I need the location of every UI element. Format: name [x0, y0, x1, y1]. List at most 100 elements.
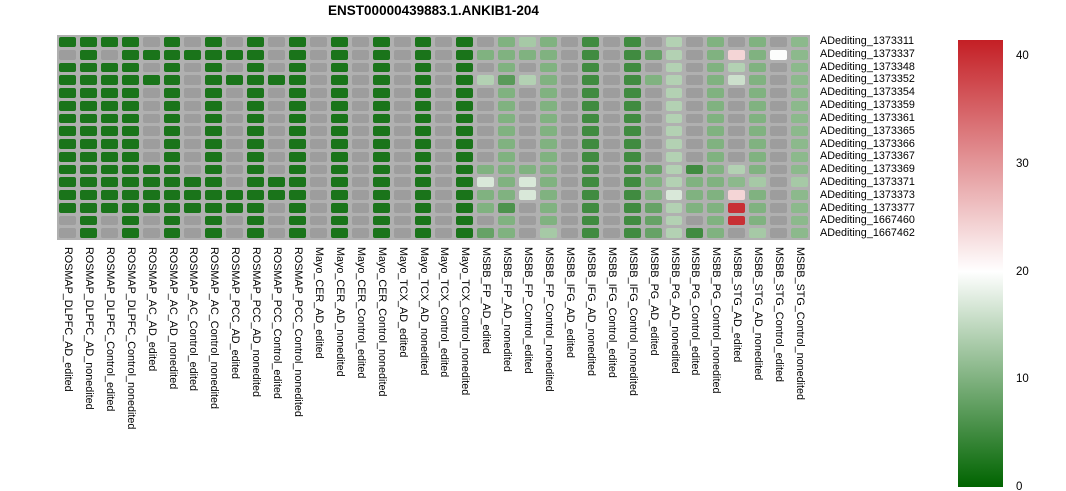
heatmap-cell: [540, 37, 557, 47]
heatmap-cell: [435, 228, 453, 238]
heatmap-cell: [770, 228, 788, 238]
heatmap-cell: [749, 177, 767, 187]
heatmap-cell: [289, 215, 306, 226]
column-label: MSBB_FP_AD_nonedited: [501, 247, 514, 372]
heatmap-cell: [289, 88, 306, 98]
heatmap-cell: [728, 37, 746, 47]
heatmap-cell: [498, 37, 516, 47]
colorbar-tick-label: 20: [1016, 265, 1029, 278]
row-label: ADediting_1373361: [820, 111, 915, 124]
heatmap-cell: [519, 177, 537, 187]
heatmap-cell: [770, 37, 788, 47]
heatmap-cell: [707, 164, 725, 175]
heatmap-cell: [749, 228, 767, 238]
heatmap-cell: [728, 151, 746, 162]
heatmap-cell: [100, 49, 118, 60]
heatmap-cell: [623, 215, 641, 226]
heatmap-cell: [540, 164, 557, 175]
heatmap-cell: [247, 100, 265, 111]
column-label: ROSMAP_PCC_Control_nonedited: [292, 247, 305, 417]
heatmap-cell: [309, 49, 327, 60]
heatmap-cell: [100, 139, 118, 149]
row-label: ADediting_1667460: [820, 214, 915, 227]
heatmap-cell: [435, 139, 453, 149]
heatmap-cell: [59, 177, 76, 187]
heatmap-cell: [560, 75, 578, 85]
heatmap-cell: [247, 113, 265, 124]
heatmap-cell: [59, 100, 76, 111]
heatmap-cell: [686, 126, 704, 136]
heatmap-cell: [665, 88, 683, 98]
heatmap-cell: [414, 215, 432, 226]
heatmap-cell: [79, 228, 97, 238]
colorbar-tick-label: 0: [1016, 481, 1023, 491]
heatmap-cell: [184, 75, 202, 85]
heatmap-cell: [79, 126, 97, 136]
heatmap-cell: [226, 62, 244, 73]
heatmap-cell: [519, 190, 537, 200]
heatmap-cell: [309, 177, 327, 187]
heatmap-cell: [79, 100, 97, 111]
heatmap-cell: [205, 100, 223, 111]
heatmap-cell: [372, 49, 390, 60]
heatmap-cell: [121, 151, 139, 162]
column-label: Mayo_TCX_AD_nonedited: [417, 247, 430, 376]
heatmap-cell: [184, 139, 202, 149]
column-label: Mayo_CER_AD_edited: [312, 247, 325, 359]
heatmap-cell: [351, 49, 369, 60]
heatmap-cell: [686, 139, 704, 149]
heatmap-cell: [351, 126, 369, 136]
heatmap-cell: [330, 228, 348, 238]
heatmap-cell: [728, 228, 746, 238]
heatmap-cell: [728, 139, 746, 149]
heatmap-cell: [707, 139, 725, 149]
heatmap-cell: [247, 75, 265, 85]
heatmap-cell: [142, 100, 160, 111]
heatmap-cell: [351, 228, 369, 238]
heatmap-cell: [456, 164, 474, 175]
column-label: ROSMAP_AC_Control_nonedited: [208, 247, 221, 410]
row-label: ADediting_1373367: [820, 150, 915, 163]
heatmap-cell: [435, 88, 453, 98]
heatmap-cell: [142, 49, 160, 60]
heatmap-cell: [184, 228, 202, 238]
heatmap-cell: [351, 88, 369, 98]
heatmap-cell: [184, 164, 202, 175]
heatmap-cell: [142, 37, 160, 47]
heatmap-cell: [59, 139, 76, 149]
heatmap-cell: [121, 113, 139, 124]
heatmap-cell: [268, 126, 286, 136]
heatmap-cell: [644, 151, 662, 162]
heatmap-cell: [435, 215, 453, 226]
heatmap-cell: [205, 190, 223, 200]
heatmap-cell: [247, 202, 265, 213]
heatmap-cell: [330, 177, 348, 187]
heatmap-cell: [289, 100, 306, 111]
heatmap-cell: [560, 126, 578, 136]
heatmap-cell: [519, 100, 537, 111]
heatmap-cell: [602, 164, 620, 175]
heatmap-cell: [707, 88, 725, 98]
heatmap-cell: [414, 100, 432, 111]
heatmap-cell: [686, 215, 704, 226]
heatmap-cell: [770, 164, 788, 175]
heatmap-cell: [540, 202, 557, 213]
heatmap-cell: [791, 202, 808, 213]
column-label: MSBB_STG_Control_nonedited: [794, 247, 807, 401]
heatmap-cell: [644, 126, 662, 136]
heatmap-cell: [59, 164, 76, 175]
row-label: ADediting_1373377: [820, 201, 915, 214]
column-label: Mayo_TCX_Control_edited: [438, 247, 451, 378]
heatmap-cell: [749, 75, 767, 85]
column-label: MSBB_STG_Control_edited: [773, 247, 786, 383]
heatmap-cell: [309, 164, 327, 175]
heatmap-cell: [791, 88, 808, 98]
heatmap-cell: [519, 75, 537, 85]
heatmap-cell: [477, 139, 495, 149]
heatmap-cell: [142, 177, 160, 187]
heatmap-cell: [707, 100, 725, 111]
heatmap-cell: [581, 190, 599, 200]
heatmap-cell: [226, 177, 244, 187]
column-label: MSBB_PG_AD_nonedited: [668, 247, 681, 374]
